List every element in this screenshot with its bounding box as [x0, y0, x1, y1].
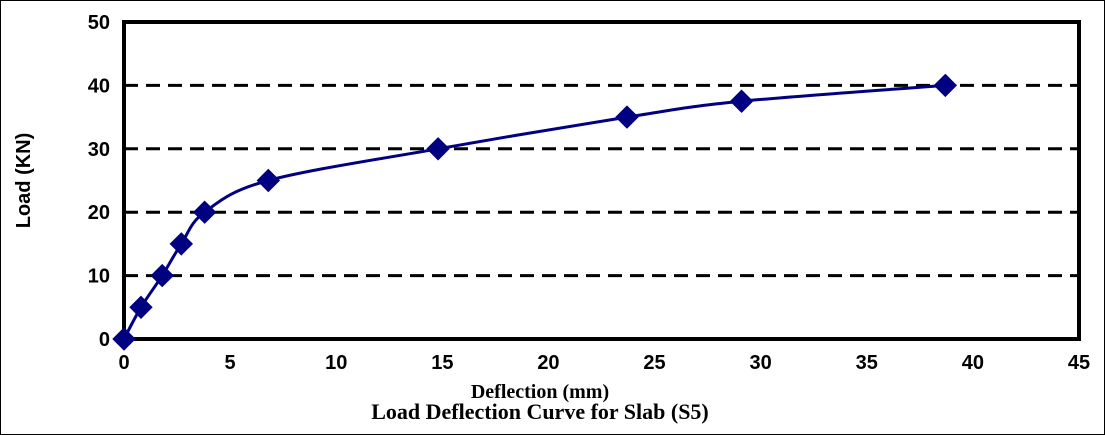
y-tick-label: 20 — [88, 202, 110, 224]
data-point-marker — [150, 263, 174, 288]
data-point-marker — [426, 137, 450, 161]
data-point-marker — [933, 73, 958, 98]
grid-lines — [124, 83, 1079, 278]
y-axis-label: Load (KN) — [13, 133, 35, 229]
x-axis-ticks: 0 5 10 15 20 25 30 35 40 45 — [118, 352, 1090, 374]
y-tick-label: 0 — [99, 329, 110, 351]
data-point-marker — [729, 89, 754, 113]
plot-area — [122, 20, 1081, 341]
y-tick-label: 10 — [88, 266, 110, 288]
x-axis-label: Deflection (mm) — [471, 381, 609, 403]
y-tick-label: 50 — [88, 12, 110, 34]
chart-title: Load Deflection Curve for Slab (S5) — [371, 399, 709, 424]
x-tick-label: 30 — [750, 352, 772, 374]
x-tick-label: 25 — [643, 352, 665, 374]
x-tick-label: 0 — [118, 352, 129, 374]
y-axis-ticks: 0 10 20 30 40 50 — [88, 12, 110, 351]
data-point-marker — [615, 105, 639, 129]
series-layer — [112, 73, 958, 351]
x-tick-label: 15 — [431, 352, 453, 374]
data-point-marker — [256, 168, 281, 193]
data-point-marker — [169, 232, 194, 256]
y-tick-label: 30 — [88, 139, 110, 161]
x-tick-label: 40 — [962, 352, 984, 374]
x-tick-label: 10 — [325, 352, 347, 374]
x-tick-label: 45 — [1068, 352, 1090, 374]
data-point-marker — [129, 295, 153, 320]
data-point-marker — [112, 327, 136, 351]
data-point-marker — [192, 200, 217, 224]
x-tick-label: 20 — [537, 352, 559, 374]
x-tick-label: 5 — [225, 352, 236, 374]
y-tick-label: 40 — [88, 75, 110, 97]
x-tick-label: 35 — [856, 352, 878, 374]
